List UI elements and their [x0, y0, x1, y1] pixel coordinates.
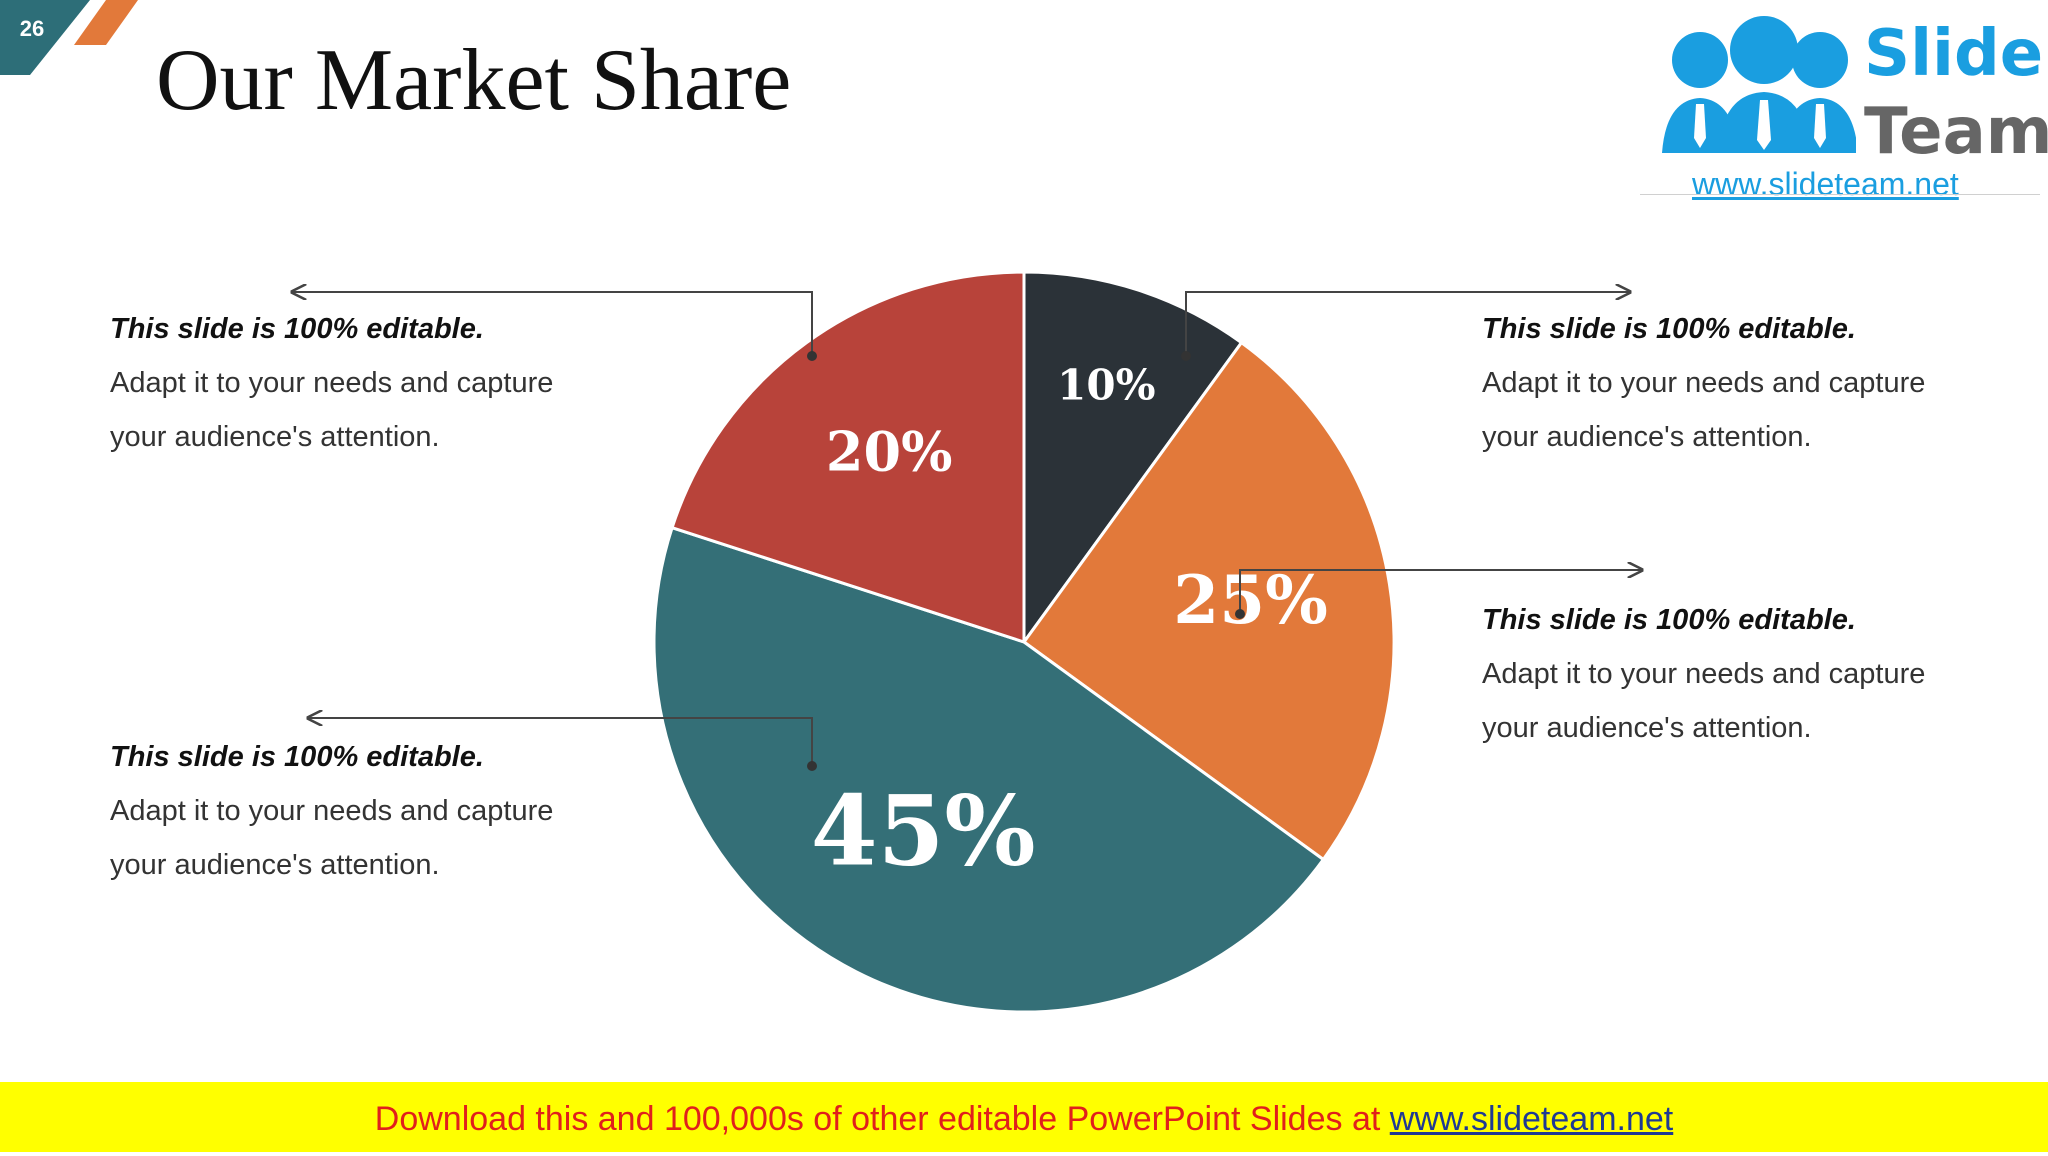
banner-text: Download this and 100,000s of other edit… [374, 1100, 1390, 1138]
slideteam-logo[interactable]: Slide Team www.slideteam.net [1640, 0, 2048, 202]
pie-slice-10-percent [1022, 270, 1243, 644]
page-title: Our Market Share [156, 32, 792, 129]
slice-label-45-percent: 45% [811, 775, 1036, 888]
callout-heading: This slide is 100% editable. [1482, 604, 1856, 636]
download-banner: Download this and 100,000s of other edit… [0, 1082, 2048, 1152]
callout-heading: This slide is 100% editable. [110, 741, 484, 773]
pie-slice-25-percent [1022, 341, 1396, 861]
callout-line-1: Adapt it to your needs and capture [110, 367, 554, 399]
callout-line-2: your audience's attention. [110, 421, 440, 453]
slide-number: 26 [19, 16, 45, 41]
connector-dot-10-percent [1181, 351, 1191, 361]
slide-corner-decoration [0, 0, 138, 75]
connector-dot-20-percent [807, 351, 817, 361]
connector-dot-25-percent [1235, 609, 1245, 619]
corner-orange-stripe [74, 0, 138, 45]
logo-divider [1640, 194, 2040, 195]
banner-link[interactable]: www.slideteam.net [1389, 1100, 1674, 1138]
callout-top-left: This slide is 100% editable. Adapt it to… [110, 302, 670, 464]
banner-message: Download this and 100,000s of other edit… [0, 1082, 2048, 1152]
logo-word-slide: Slide [1864, 17, 2044, 91]
pie-slice-45-percent [652, 526, 1325, 1014]
slice-label-25-percent: 25% [1173, 561, 1328, 639]
callout-top-right: This slide is 100% editable. Adapt it to… [1482, 302, 2042, 464]
connector-25-percent [1239, 570, 1642, 612]
callout-heading: This slide is 100% editable. [110, 313, 484, 345]
callout-line-1: Adapt it to your needs and capture [110, 795, 554, 827]
connector-45-percent [308, 718, 813, 764]
people-icon [1662, 16, 1856, 153]
slice-label-20-percent: 20% [826, 420, 952, 484]
logo-url-link[interactable]: www.slideteam.net [1692, 166, 1959, 202]
connector-20-percent [292, 292, 813, 354]
callout-heading: This slide is 100% editable. [1482, 313, 1856, 345]
callout-line-1: Adapt it to your needs and capture [1482, 367, 1926, 399]
market-share-pie-chart: 10% 25% 45% 20% [0, 270, 2048, 1014]
slice-label-10-percent: 10% [1057, 361, 1155, 410]
logo-word-team: Team [1864, 95, 2048, 169]
callout-bottom-left: This slide is 100% editable. Adapt it to… [110, 730, 670, 892]
callout-line-2: your audience's attention. [1482, 421, 1812, 453]
pie-slice-20-percent [670, 270, 1026, 644]
corner-teal-band [0, 0, 90, 75]
callout-middle-right: This slide is 100% editable. Adapt it to… [1482, 593, 2042, 755]
callout-line-2: your audience's attention. [1482, 712, 1812, 744]
connector-10-percent [1185, 292, 1630, 354]
connector-dot-45-percent [807, 761, 817, 771]
callout-line-1: Adapt it to your needs and capture [1482, 658, 1926, 690]
callout-line-2: your audience's attention. [110, 849, 440, 881]
